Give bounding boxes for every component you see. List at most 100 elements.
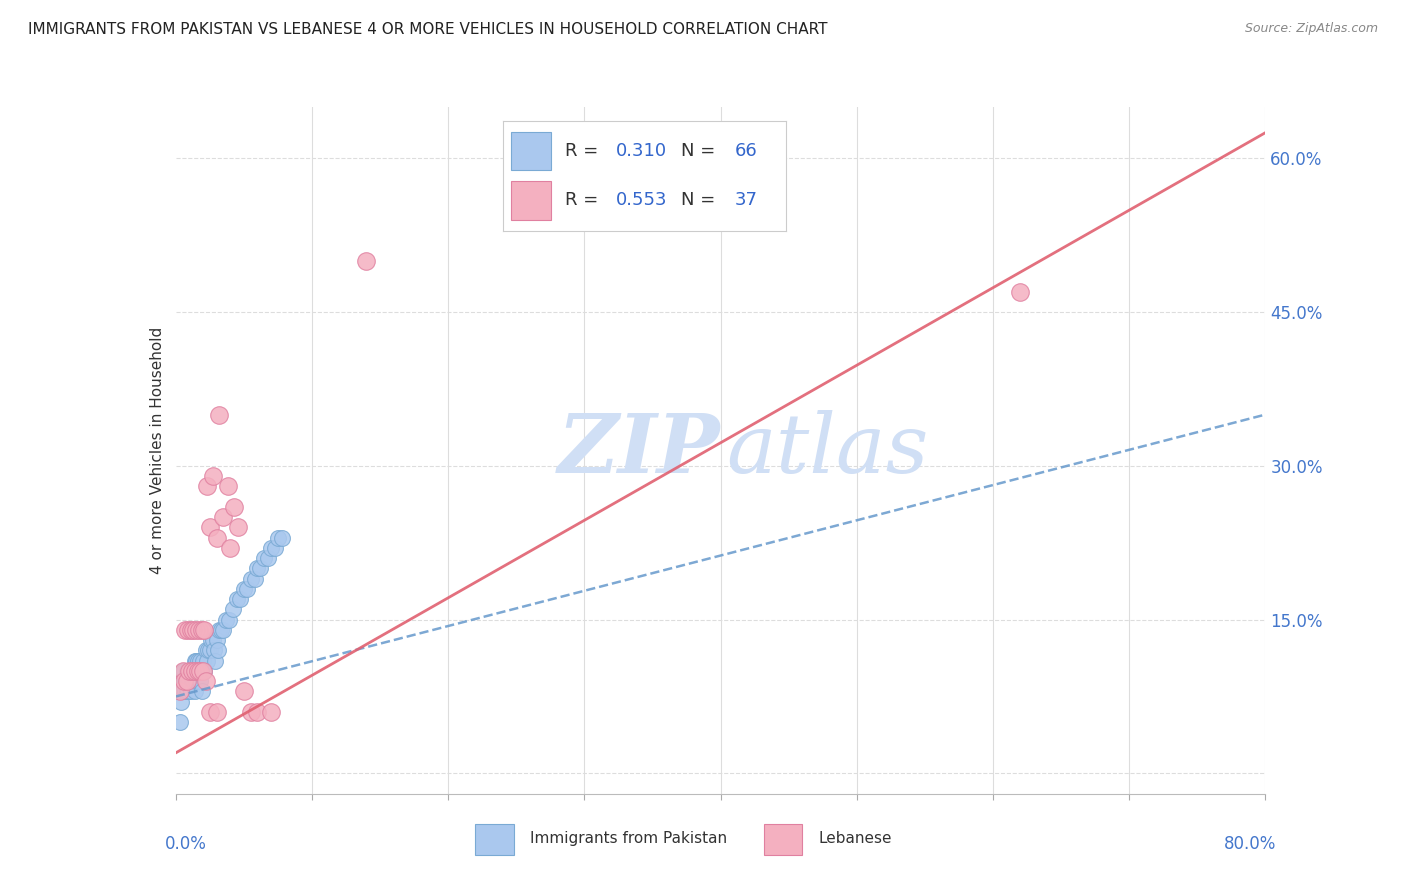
Point [267, 531, 290, 545]
Point [257, 551, 280, 566]
Point [194, 674, 217, 689]
Point [195, 479, 218, 493]
Point [177, 623, 200, 637]
Point [264, 541, 287, 555]
Point [176, 664, 198, 678]
Point [172, 684, 194, 698]
Point [222, 602, 245, 616]
Text: 80.0%: 80.0% [1223, 835, 1277, 853]
Point [235, 582, 257, 596]
Point [177, 684, 200, 698]
Text: Source: ZipAtlas.com: Source: ZipAtlas.com [1244, 22, 1378, 36]
Point [188, 664, 211, 678]
Point [183, 664, 205, 678]
Point [218, 613, 240, 627]
Point [181, 664, 204, 678]
Point [187, 664, 209, 678]
Point [184, 684, 207, 698]
Point [201, 633, 224, 648]
Point [208, 408, 231, 422]
Point [169, 684, 191, 698]
Point [186, 664, 209, 678]
Text: 0.0%: 0.0% [165, 835, 207, 853]
Point [226, 592, 249, 607]
Point [179, 674, 201, 689]
Point [356, 253, 378, 268]
Point [180, 664, 202, 678]
Point [208, 623, 231, 637]
Point [246, 705, 269, 719]
Point [179, 664, 201, 678]
Point [183, 623, 205, 637]
Y-axis label: 4 or more Vehicles in Household: 4 or more Vehicles in Household [149, 326, 165, 574]
Point [194, 643, 217, 657]
Point [188, 674, 211, 689]
Point [243, 572, 266, 586]
Point [200, 633, 222, 648]
Point [172, 664, 194, 678]
Point [193, 623, 215, 637]
Point [174, 623, 197, 637]
Point [181, 664, 204, 678]
Point [239, 705, 262, 719]
Point [205, 633, 228, 648]
Point [202, 643, 225, 657]
Point [184, 654, 207, 668]
Point [191, 654, 214, 668]
Point [186, 674, 209, 689]
Point [209, 623, 232, 637]
Point [201, 469, 224, 483]
Point [232, 684, 254, 698]
Point [271, 531, 294, 545]
Point [195, 654, 218, 668]
Point [186, 623, 208, 637]
Text: ZIP: ZIP [558, 410, 721, 491]
Point [167, 684, 190, 698]
Point [217, 479, 239, 493]
Point [169, 715, 191, 730]
Point [174, 674, 197, 689]
Point [179, 664, 201, 678]
Point [253, 551, 276, 566]
Point [249, 561, 271, 575]
Point [176, 674, 198, 689]
Point [204, 654, 226, 668]
Point [180, 684, 202, 698]
Point [181, 674, 204, 689]
Point [191, 664, 214, 678]
Point [190, 623, 212, 637]
Point [176, 684, 198, 698]
Point [246, 561, 269, 575]
Point [186, 654, 208, 668]
Point [173, 674, 195, 689]
Point [198, 705, 221, 719]
Text: IMMIGRANTS FROM PAKISTAN VS LEBANESE 4 OR MORE VEHICLES IN HOUSEHOLD CORRELATION: IMMIGRANTS FROM PAKISTAN VS LEBANESE 4 O… [28, 22, 828, 37]
Point [170, 674, 193, 689]
Point [186, 674, 208, 689]
Point [174, 684, 197, 698]
Point [207, 643, 229, 657]
Point [205, 705, 228, 719]
Point [260, 541, 283, 555]
Point [183, 674, 205, 689]
Point [172, 664, 194, 678]
Point [205, 531, 228, 545]
Text: atlas: atlas [725, 410, 928, 491]
Point [215, 613, 238, 627]
Point [198, 520, 221, 534]
Point [228, 520, 250, 534]
Point [186, 654, 209, 668]
Point [173, 664, 195, 678]
Point [212, 510, 235, 524]
Point [219, 541, 242, 555]
Point [197, 643, 219, 657]
Point [193, 664, 215, 678]
Point [229, 592, 252, 607]
Point [232, 582, 254, 596]
Point [1010, 285, 1032, 299]
Point [187, 623, 209, 637]
Point [176, 674, 198, 689]
Point [180, 623, 202, 637]
Point [170, 695, 193, 709]
Point [224, 500, 246, 514]
